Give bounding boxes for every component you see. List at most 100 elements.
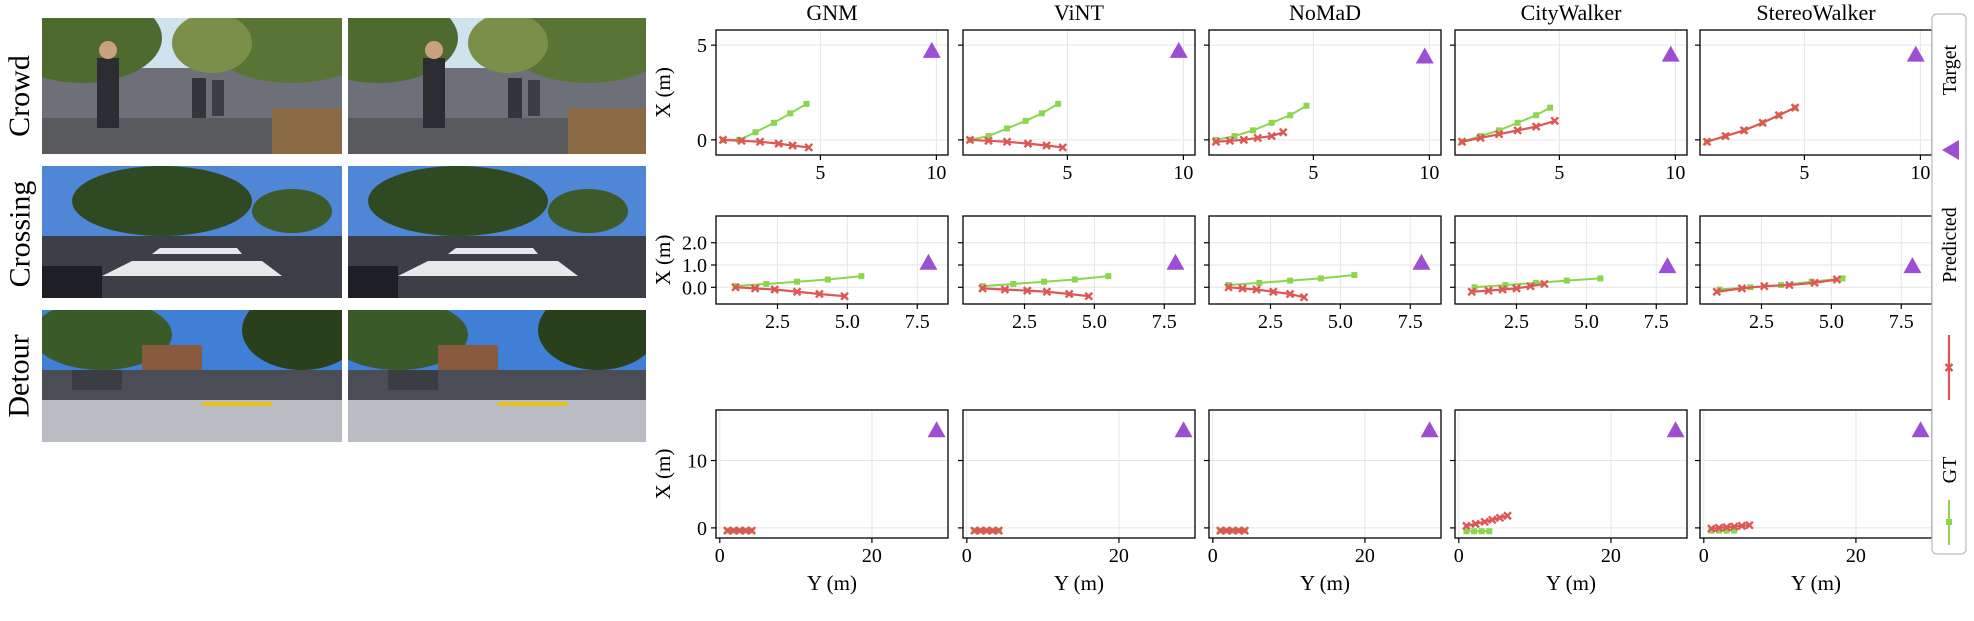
- predicted-point: [1467, 287, 1477, 297]
- legend-predicted-marker: [1944, 363, 1954, 372]
- predicted-point: [718, 135, 728, 145]
- y-tick-label: 10: [687, 451, 707, 473]
- panel-detour-stereowalker: 0 20Y (m): [1695, 409, 1933, 595]
- gt-point: [1486, 528, 1493, 535]
- x-tick-label: 10: [926, 162, 946, 184]
- predicted-point: [1810, 278, 1819, 288]
- gt-point: [1250, 127, 1257, 134]
- gt-point: [1317, 275, 1324, 282]
- predicted-point: [965, 135, 975, 145]
- predicted-point: [1745, 520, 1754, 530]
- x-axis-label: Y (m): [1546, 571, 1596, 595]
- plot-frame: [715, 215, 949, 305]
- target-marker: [1911, 421, 1930, 438]
- y-axis-label: X (m): [651, 235, 675, 286]
- x-tick-label: 2.5: [765, 311, 790, 333]
- gt-point: [1563, 277, 1570, 284]
- predicted-line: [735, 286, 845, 298]
- predicted-point: [994, 526, 1004, 535]
- gt-point: [752, 129, 759, 136]
- predicted-point: [1268, 287, 1278, 297]
- x-tick-label: 2.5: [1749, 311, 1774, 333]
- plot-frame: [715, 29, 949, 156]
- panel-crowd-citywalker: 5 10: [1450, 29, 1688, 184]
- predicted-point: [1712, 287, 1722, 297]
- gt-point: [1004, 125, 1011, 132]
- legend-target-marker: [1942, 140, 1959, 160]
- predicted-point: [774, 139, 783, 148]
- x-tick-label: 5: [1799, 162, 1809, 184]
- detour-right-image: [348, 310, 646, 442]
- predicted-point: [1737, 284, 1747, 293]
- predicted-point: [1471, 519, 1480, 529]
- predicted-point: [1722, 522, 1731, 532]
- gt-point: [1010, 280, 1017, 287]
- gt-point: [1071, 276, 1078, 283]
- panel-crowd-vint: 5 10: [958, 29, 1196, 184]
- panel-crossing-gnm: 2.5 5.0 7.5 0.01.02.0 X (m): [651, 215, 949, 333]
- predicted-point: [1022, 286, 1032, 295]
- predicted-point: [1042, 287, 1052, 297]
- gt-point: [1268, 119, 1275, 126]
- gt-point: [1533, 112, 1540, 119]
- predicted-point: [840, 291, 849, 301]
- predicted-point: [1084, 291, 1094, 301]
- x-tick-label: 20: [1355, 545, 1375, 567]
- x-tick-label: 20: [1109, 545, 1129, 567]
- predicted-point: [1714, 523, 1724, 533]
- target-marker: [1169, 41, 1188, 58]
- predicted-point: [1299, 292, 1309, 302]
- predicted-point: [815, 289, 824, 299]
- x-tick-label: 0: [1208, 545, 1218, 567]
- predicted-point: [1239, 135, 1249, 145]
- gt-point: [824, 276, 831, 283]
- gt-line: [722, 102, 807, 141]
- plot-frame: [1208, 409, 1442, 539]
- predicted-point: [984, 136, 993, 146]
- predicted-point: [755, 137, 765, 147]
- crossing-left-image: [42, 166, 342, 298]
- plot-frame: [1208, 29, 1442, 156]
- gt-point: [1463, 528, 1470, 535]
- x-tick-label: 20: [1601, 545, 1621, 567]
- legend-label-gt: GT: [1939, 457, 1961, 484]
- predicted-point: [1495, 513, 1505, 523]
- predicted-point: [1540, 279, 1549, 289]
- predicted-point: [1240, 526, 1250, 535]
- predicted-point: [1758, 118, 1767, 128]
- target-marker: [922, 41, 941, 58]
- gt-point: [1303, 102, 1310, 109]
- gt-point: [787, 110, 794, 117]
- gt-point: [794, 278, 801, 285]
- predicted-point: [1729, 522, 1739, 531]
- predicted-point: [1058, 143, 1068, 152]
- plot-frame: [1454, 409, 1688, 539]
- x-axis-label: Y (m): [1054, 571, 1104, 595]
- x-tick-label: 2.5: [1258, 311, 1283, 333]
- panel-crowd-nomad: 5 10: [1204, 29, 1442, 184]
- gt-point: [1471, 528, 1478, 535]
- y-axis-label: X (m): [651, 67, 675, 118]
- predicted-point: [1790, 103, 1800, 113]
- y-tick-label: 2.0: [682, 233, 707, 255]
- predicted-point: [1526, 281, 1535, 291]
- predicted-point: [1484, 286, 1493, 295]
- predicted-point: [1785, 280, 1794, 290]
- predicted-point: [1707, 524, 1716, 533]
- target-marker: [1661, 45, 1680, 62]
- target-marker: [1906, 45, 1925, 62]
- x-tick-label: 5: [1062, 162, 1072, 184]
- plot-frame: [962, 215, 1196, 305]
- x-tick-label: 5: [1308, 162, 1318, 184]
- predicted-point: [1253, 133, 1263, 143]
- predicted-point: [1476, 133, 1485, 143]
- y-axis-label: X (m): [651, 449, 675, 500]
- predicted-point: [804, 143, 814, 152]
- panel-crossing-citywalker: 2.5 5.0 7.5: [1450, 215, 1688, 333]
- x-tick-label: 5: [1554, 162, 1564, 184]
- gt-point: [1731, 527, 1738, 534]
- target-marker: [1903, 257, 1922, 274]
- x-tick-label: 10: [1173, 162, 1193, 184]
- predicted-line: [1461, 119, 1556, 143]
